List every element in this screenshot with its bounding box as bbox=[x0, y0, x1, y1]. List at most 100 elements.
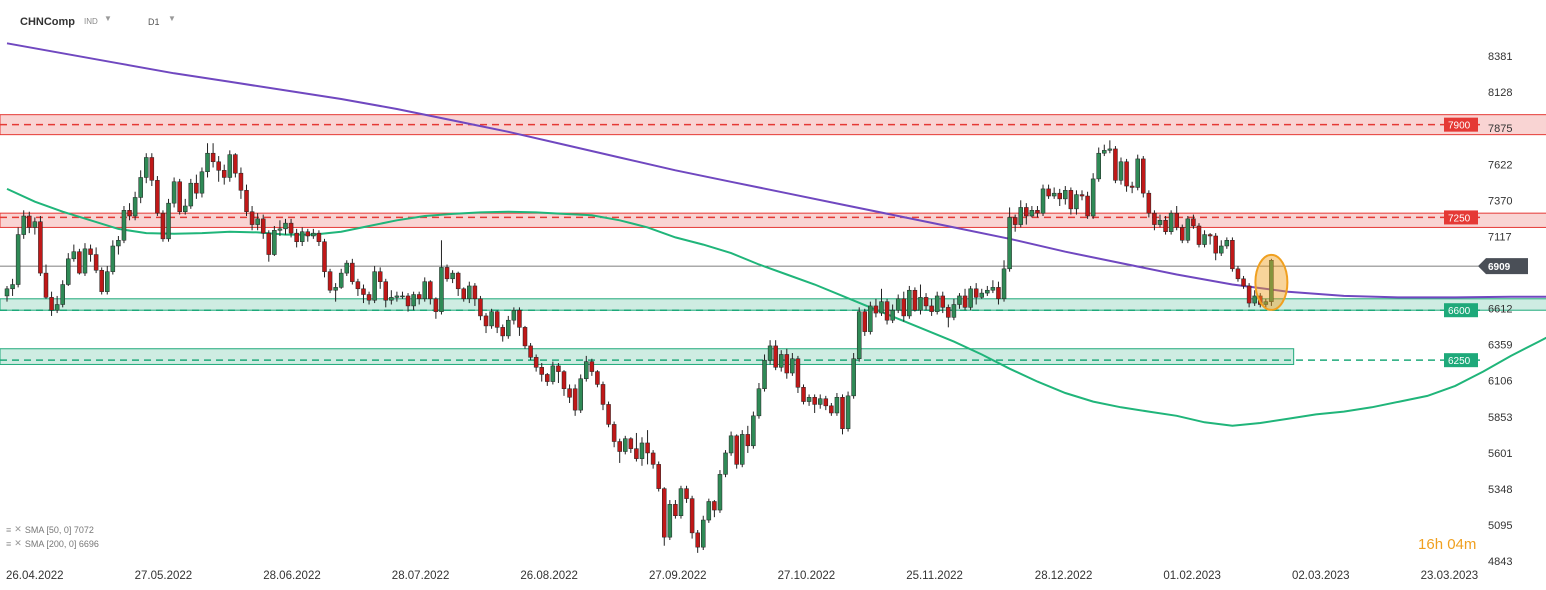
instrument-type-dropdown-icon[interactable]: ▼ bbox=[104, 14, 112, 23]
candle bbox=[444, 264, 450, 282]
candle bbox=[205, 143, 210, 178]
candle bbox=[834, 392, 840, 416]
candle bbox=[851, 353, 856, 399]
candle-body bbox=[728, 435, 734, 454]
candle-body bbox=[790, 358, 795, 374]
candle bbox=[684, 485, 689, 503]
candle-body bbox=[1018, 207, 1023, 225]
y-tick-label: 7622 bbox=[1488, 159, 1512, 171]
legend-sma200[interactable]: ≡ ✕ SMA [200, 0] 6696 bbox=[6, 538, 99, 549]
candle-body bbox=[138, 177, 143, 198]
level-tag-7900: 7900 bbox=[1444, 117, 1478, 132]
candle bbox=[1085, 191, 1090, 219]
candle bbox=[756, 383, 762, 419]
candle-body bbox=[884, 301, 890, 321]
legend-sma50[interactable]: ≡ ✕ SMA [50, 0] 7072 bbox=[6, 524, 94, 535]
candle-body bbox=[946, 307, 951, 318]
close-icon[interactable]: ✕ bbox=[14, 538, 22, 548]
candle-body bbox=[712, 501, 717, 511]
candle-body bbox=[1113, 148, 1118, 181]
menu-icon[interactable]: ≡ bbox=[6, 524, 12, 535]
close-icon[interactable]: ✕ bbox=[14, 524, 22, 534]
candle-body bbox=[517, 309, 522, 328]
candle-body bbox=[277, 228, 283, 231]
candle-body bbox=[784, 354, 790, 374]
candle-body bbox=[739, 434, 745, 465]
candle bbox=[823, 395, 829, 411]
candle bbox=[1040, 184, 1046, 217]
candle bbox=[216, 156, 221, 182]
candle bbox=[1146, 190, 1152, 218]
candle bbox=[1224, 237, 1230, 249]
timer-minutes: 04 bbox=[1447, 536, 1464, 553]
candle bbox=[4, 285, 10, 302]
candle-body bbox=[389, 297, 394, 301]
candle-body bbox=[299, 231, 305, 242]
candle-body bbox=[572, 388, 578, 411]
candle bbox=[985, 285, 990, 296]
candle bbox=[238, 167, 244, 199]
y-tick-label: 6612 bbox=[1488, 304, 1512, 316]
candle bbox=[845, 391, 851, 432]
candle bbox=[1118, 157, 1124, 185]
candle-body bbox=[27, 215, 32, 228]
candle-body bbox=[383, 281, 389, 301]
candle bbox=[751, 411, 756, 449]
candle bbox=[132, 191, 138, 221]
candle bbox=[1051, 187, 1057, 199]
candle bbox=[1057, 188, 1062, 207]
interval-selector[interactable]: D1 bbox=[148, 17, 160, 27]
candle bbox=[1090, 173, 1096, 219]
candle bbox=[350, 258, 355, 285]
candle-body bbox=[1246, 285, 1252, 304]
candle bbox=[316, 230, 322, 246]
candle-body bbox=[361, 288, 366, 295]
candle bbox=[377, 267, 383, 289]
candle-body bbox=[1146, 192, 1152, 214]
candle-body bbox=[957, 295, 962, 305]
x-tick-label: 02.03.2023 bbox=[1292, 570, 1350, 582]
candle-body bbox=[199, 171, 205, 194]
candle bbox=[171, 177, 177, 208]
candle bbox=[1135, 154, 1140, 191]
y-tick-label: 8381 bbox=[1488, 51, 1512, 63]
candle bbox=[400, 291, 405, 299]
candle bbox=[1246, 283, 1252, 308]
candle bbox=[957, 293, 962, 309]
instrument-symbol[interactable]: CHNComp bbox=[20, 16, 75, 28]
candle bbox=[394, 291, 400, 302]
candle bbox=[389, 290, 394, 305]
candle-body bbox=[132, 197, 138, 217]
candle-body bbox=[873, 305, 879, 314]
menu-icon[interactable]: ≡ bbox=[6, 538, 12, 549]
candle-body bbox=[283, 222, 288, 230]
x-tick-label: 27.10.2022 bbox=[778, 570, 836, 582]
candle-body bbox=[1202, 234, 1207, 245]
candle bbox=[1252, 290, 1257, 306]
candle bbox=[322, 238, 327, 278]
candle-body bbox=[244, 190, 249, 212]
candle-body bbox=[533, 357, 539, 368]
candle-body bbox=[584, 361, 589, 379]
candle-body bbox=[489, 311, 494, 327]
candle-body bbox=[695, 532, 700, 548]
candle-body bbox=[623, 438, 628, 452]
candle bbox=[38, 216, 43, 276]
candle-body bbox=[450, 272, 455, 280]
candle bbox=[1157, 214, 1163, 228]
candle bbox=[912, 287, 918, 312]
candle-body bbox=[1180, 227, 1185, 241]
candle bbox=[489, 308, 494, 329]
candle bbox=[990, 280, 996, 294]
interval-dropdown-icon[interactable]: ▼ bbox=[168, 14, 176, 23]
candle-body bbox=[500, 327, 505, 337]
candle bbox=[511, 307, 517, 325]
x-tick-label: 28.12.2022 bbox=[1035, 570, 1093, 582]
candle bbox=[929, 298, 934, 316]
candle bbox=[494, 310, 500, 334]
candle bbox=[99, 267, 104, 295]
candle-body bbox=[238, 172, 244, 191]
candle bbox=[15, 227, 21, 288]
level-tag-bg bbox=[1444, 117, 1478, 132]
